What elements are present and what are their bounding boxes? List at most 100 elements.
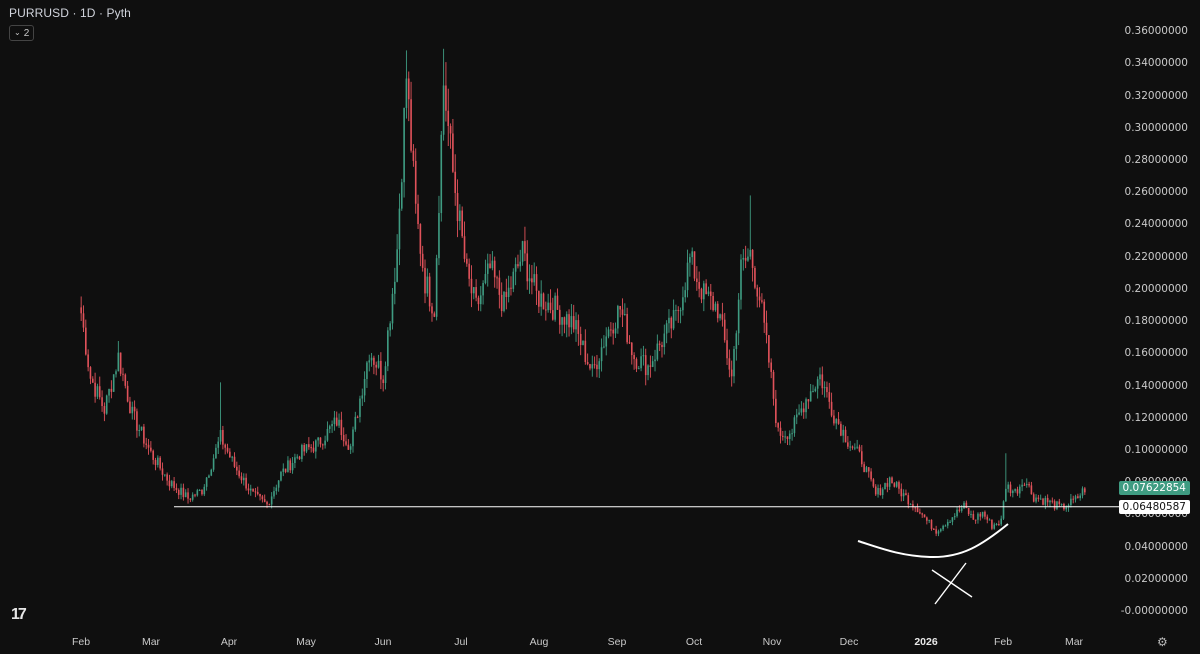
candle-body xyxy=(779,427,782,436)
candle-body xyxy=(400,182,403,209)
candle-body xyxy=(280,471,282,481)
candle-body xyxy=(965,502,968,509)
candle-body xyxy=(1053,501,1056,509)
candle-body xyxy=(730,369,733,377)
candle-body xyxy=(814,388,817,392)
candle-body xyxy=(877,488,879,495)
candle-body xyxy=(709,291,712,296)
x-tick-label: Jul xyxy=(454,636,468,648)
candle-body xyxy=(103,406,106,414)
candle-body xyxy=(923,514,926,518)
candle-body xyxy=(888,477,891,487)
candle-body xyxy=(521,241,524,262)
candle-body xyxy=(942,525,944,530)
candle-body xyxy=(881,489,884,496)
candle-body xyxy=(500,294,503,312)
candle-body xyxy=(126,385,129,402)
candle-body xyxy=(238,470,240,477)
candle-body xyxy=(575,320,577,330)
candle-body xyxy=(863,464,865,473)
candle-body xyxy=(133,406,136,412)
candle-body xyxy=(805,399,807,413)
candle-body xyxy=(933,528,935,530)
candle-body xyxy=(231,456,233,458)
candle-body xyxy=(517,264,519,267)
candle-body xyxy=(1039,498,1042,500)
candle-body xyxy=(828,392,831,402)
x-tick-label: Mar xyxy=(1064,636,1084,648)
candle-body xyxy=(89,367,92,379)
candle-body xyxy=(194,494,196,496)
candle-body xyxy=(874,486,877,495)
candle-body xyxy=(749,249,752,257)
candle-body xyxy=(679,310,682,312)
candle-body xyxy=(937,531,940,534)
candle-body xyxy=(744,257,747,261)
gear-icon[interactable]: ⚙ xyxy=(1157,635,1168,649)
candle-body xyxy=(173,481,175,488)
candle-body xyxy=(935,529,937,534)
candle-body xyxy=(294,457,296,463)
candle-body xyxy=(252,488,254,492)
candle-body xyxy=(707,291,710,295)
current-price-label: 0.07622854 xyxy=(1118,481,1190,496)
indicators-collapse-button[interactable]: ⌄ 2 xyxy=(9,25,35,41)
x-tick-label: Dec xyxy=(839,636,859,648)
candle-body xyxy=(533,274,536,283)
candle-body xyxy=(689,257,691,263)
candle-body xyxy=(1056,501,1058,509)
candle-body xyxy=(981,511,984,517)
candle-body xyxy=(277,480,280,488)
candle-body xyxy=(340,419,343,436)
candle-body xyxy=(233,456,236,467)
candle-body xyxy=(184,492,187,498)
y-tick-label: 0.22000000 xyxy=(1124,250,1188,263)
candle-body xyxy=(714,303,717,311)
candle-body xyxy=(531,278,533,283)
candle-body xyxy=(840,423,842,436)
candle-body xyxy=(331,423,333,427)
candle-body xyxy=(614,328,617,334)
candle-body xyxy=(712,295,714,311)
candle-body xyxy=(215,447,217,459)
candle-body xyxy=(472,287,475,294)
candle-body xyxy=(647,365,649,376)
candle-body xyxy=(586,361,589,365)
candle-body xyxy=(312,447,315,452)
candle-body xyxy=(498,277,501,295)
candle-body xyxy=(349,446,352,450)
candle-body xyxy=(431,306,433,314)
candle-body xyxy=(393,281,396,294)
candle-body xyxy=(352,429,354,447)
candle-body xyxy=(572,316,575,330)
candle-body xyxy=(122,373,124,375)
x-tick-label: Apr xyxy=(220,636,238,648)
candle-body xyxy=(308,444,310,448)
candle-body xyxy=(182,487,185,498)
candle-body xyxy=(612,329,615,334)
candle-body xyxy=(414,160,417,204)
candle-body xyxy=(305,444,308,452)
tradingview-logo-icon[interactable]: 17 xyxy=(11,606,27,623)
candle-body xyxy=(565,314,568,325)
candle-body xyxy=(1042,498,1044,505)
candle-body xyxy=(979,513,982,517)
candle-body xyxy=(600,347,603,362)
candle-body xyxy=(333,417,336,424)
candle-body xyxy=(256,491,259,495)
candle-body xyxy=(577,320,580,334)
symbol-title[interactable]: PURRUSD · 1D · Pyth xyxy=(9,6,131,20)
candle-body xyxy=(788,433,791,440)
candle-body xyxy=(926,517,928,521)
candle-body xyxy=(898,482,900,489)
candle-body xyxy=(563,317,566,325)
candle-body xyxy=(677,309,680,311)
candle-body xyxy=(716,303,719,319)
candle-body xyxy=(98,386,101,398)
y-tick-label: 0.02000000 xyxy=(1124,572,1188,585)
y-tick-label: 0.04000000 xyxy=(1124,540,1188,553)
candle-body xyxy=(80,307,82,314)
candle-body xyxy=(658,343,661,345)
candle-body xyxy=(298,456,301,460)
